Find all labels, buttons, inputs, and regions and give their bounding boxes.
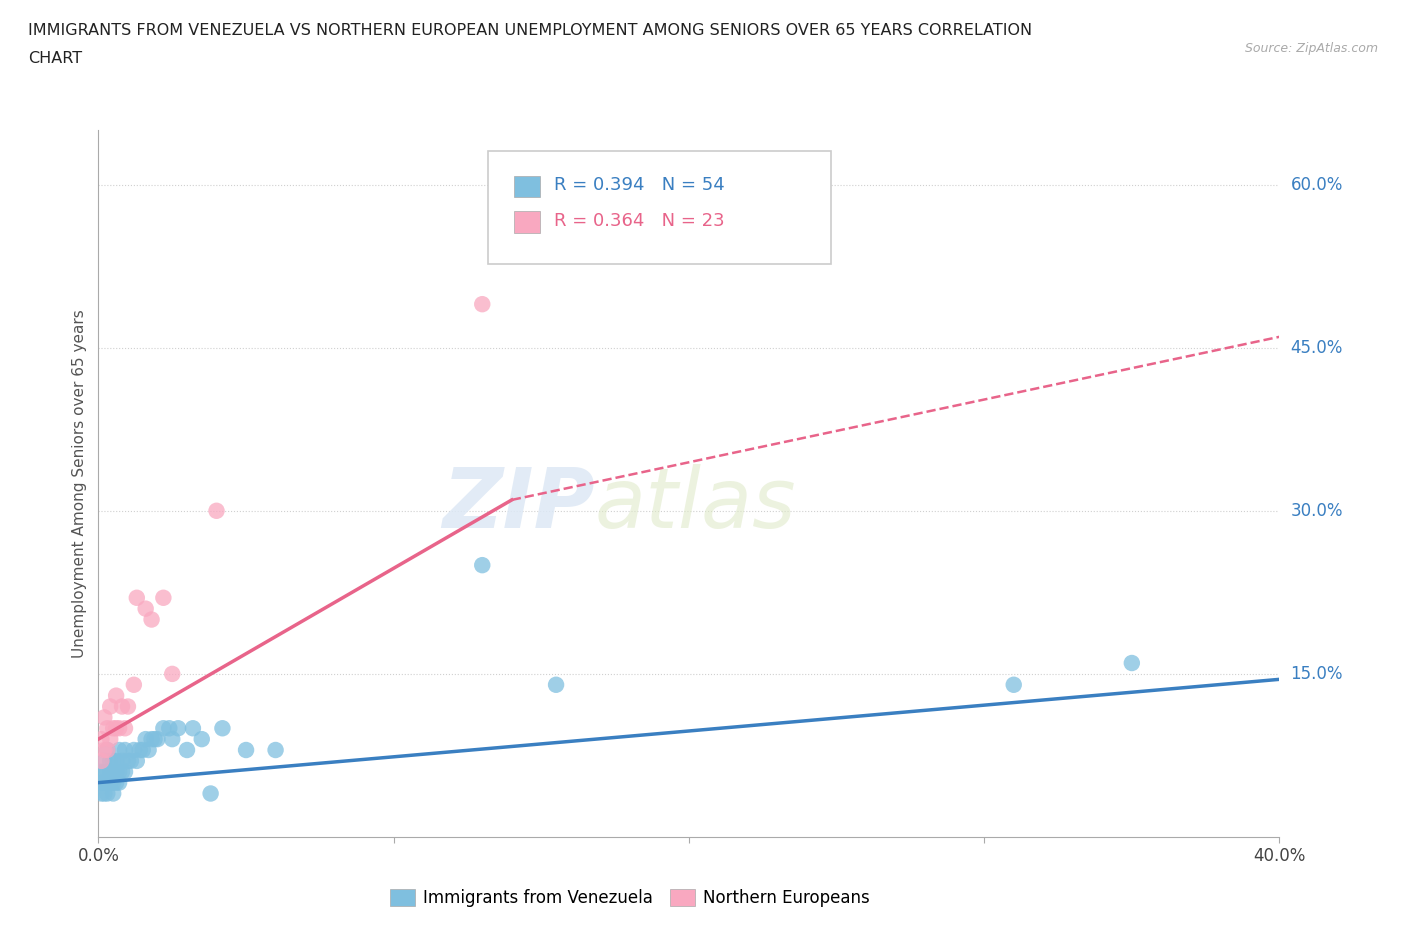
Point [108, 764, 131, 779]
Text: 30.0%: 30.0% [1291, 502, 1343, 520]
Text: Source: ZipAtlas.com: Source: ZipAtlas.com [1244, 42, 1378, 55]
Point [157, 721, 180, 736]
Point [114, 764, 136, 779]
Point [103, 721, 125, 736]
Point [132, 742, 155, 757]
Point [108, 742, 131, 757]
Point [111, 764, 134, 779]
Point [120, 753, 142, 768]
Text: atlas: atlas [595, 464, 796, 545]
Text: 15.0%: 15.0% [1291, 665, 1343, 683]
Point [471, 558, 494, 573]
Point [108, 776, 131, 790]
Point [546, 677, 568, 692]
Legend: Immigrants from Venezuela, Northern Europeans: Immigrants from Venezuela, Northern Euro… [384, 882, 876, 913]
Point [93, 753, 115, 768]
Point [117, 699, 139, 714]
Point [103, 786, 125, 801]
Point [138, 742, 160, 757]
Point [105, 764, 128, 779]
Point [122, 742, 145, 757]
Y-axis label: Unemployment Among Seniors over 65 years: Unemployment Among Seniors over 65 years [72, 309, 87, 658]
Point [1121, 656, 1143, 671]
Point [128, 742, 150, 757]
Point [111, 699, 134, 714]
FancyBboxPatch shape [488, 152, 831, 264]
Point [90, 776, 112, 790]
Point [146, 732, 169, 747]
Point [90, 786, 112, 801]
Point [98, 776, 121, 790]
Point [105, 776, 128, 790]
Point [114, 742, 136, 757]
Point [103, 753, 125, 768]
Bar [515, 211, 540, 232]
Point [176, 742, 198, 757]
Point [93, 742, 115, 757]
Point [264, 742, 287, 757]
Text: 60.0%: 60.0% [1291, 176, 1343, 193]
Point [93, 710, 115, 724]
Point [105, 721, 128, 736]
Point [105, 753, 128, 768]
Point [152, 591, 174, 605]
Point [143, 732, 166, 747]
Point [141, 732, 163, 747]
Point [235, 742, 257, 757]
Text: R = 0.364   N = 23: R = 0.364 N = 23 [554, 212, 725, 230]
Point [471, 297, 494, 312]
Point [96, 742, 118, 757]
Text: IMMIGRANTS FROM VENEZUELA VS NORTHERN EUROPEAN UNEMPLOYMENT AMONG SENIORS OVER 6: IMMIGRANTS FROM VENEZUELA VS NORTHERN EU… [28, 23, 1032, 38]
Point [141, 612, 163, 627]
Point [211, 721, 233, 736]
Text: CHART: CHART [28, 51, 82, 66]
Point [108, 721, 131, 736]
Point [111, 753, 134, 768]
Point [162, 667, 183, 682]
Point [96, 721, 118, 736]
Point [93, 786, 115, 801]
Point [181, 721, 204, 736]
Point [1002, 677, 1025, 692]
Bar [515, 176, 540, 197]
Point [191, 732, 214, 747]
Point [90, 732, 112, 747]
Point [98, 699, 121, 714]
Point [200, 786, 222, 801]
Point [125, 591, 148, 605]
Point [105, 688, 128, 703]
Point [96, 742, 118, 757]
Point [162, 732, 183, 747]
Point [122, 677, 145, 692]
Point [96, 764, 118, 779]
Point [117, 753, 139, 768]
Point [93, 764, 115, 779]
Point [125, 753, 148, 768]
Point [96, 786, 118, 801]
Point [205, 503, 228, 518]
Point [135, 601, 157, 616]
Point [98, 764, 121, 779]
Point [90, 764, 112, 779]
Point [93, 776, 115, 790]
Point [90, 753, 112, 768]
Point [98, 732, 121, 747]
Point [152, 721, 174, 736]
Point [98, 753, 121, 768]
Point [103, 764, 125, 779]
Text: ZIP: ZIP [441, 464, 595, 545]
Text: R = 0.394   N = 54: R = 0.394 N = 54 [554, 177, 725, 194]
Point [96, 776, 118, 790]
Point [114, 721, 136, 736]
Point [167, 721, 190, 736]
Text: 45.0%: 45.0% [1291, 339, 1343, 357]
Point [135, 732, 157, 747]
Point [103, 776, 125, 790]
